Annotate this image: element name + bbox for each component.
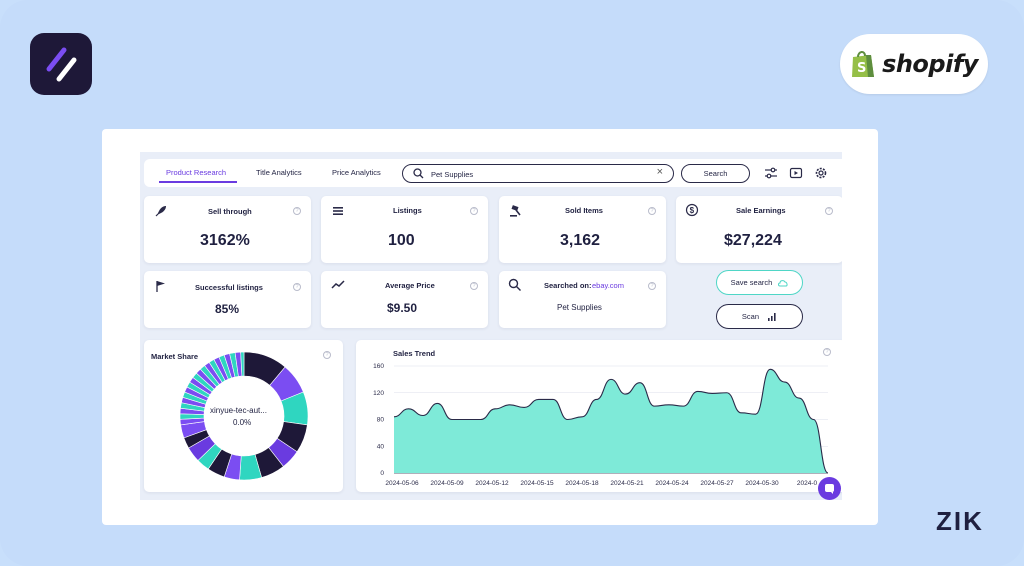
help-icon[interactable]: ? <box>293 207 301 215</box>
search-box[interactable]: × <box>402 164 674 183</box>
clear-search-icon[interactable]: × <box>656 166 663 178</box>
card-searched-on: Searched on: ebay.com ? Pet Supplies <box>499 271 666 328</box>
svg-text:S: S <box>857 61 866 76</box>
x-tick-label: 2024-05-09 <box>430 480 464 487</box>
slash-logo-icon <box>46 47 77 82</box>
dashboard: Product Research Title Analytics Price A… <box>140 152 842 500</box>
card-sold-items: Sold Items ? 3,162 <box>499 196 666 263</box>
card-market-share: Market Share ? xinyue-tec-aut... 0.0% <box>144 340 343 492</box>
chat-launcher-button[interactable] <box>818 477 841 500</box>
search-icon <box>508 278 521 291</box>
x-tick-label: 2024-05-18 <box>565 480 599 487</box>
tab-title-analytics[interactable]: Title Analytics <box>256 168 302 177</box>
listings-label: Listings <box>393 206 422 215</box>
donut-segment[interactable] <box>240 351 245 377</box>
tab-price-analytics[interactable]: Price Analytics <box>332 168 381 177</box>
dollar-coin-icon: $ <box>685 203 699 217</box>
y-tick-label: 160 <box>373 363 384 370</box>
flag-icon <box>156 281 165 292</box>
card-average-price: Average Price ? $9.50 <box>321 271 488 328</box>
active-tab-indicator <box>159 181 237 183</box>
card-successful-listings: Successful listings ? 85% <box>144 271 311 328</box>
y-tick-label: 80 <box>377 417 385 424</box>
sale-earnings-label: Sale Earnings <box>736 206 786 215</box>
market-share-donut[interactable] <box>176 348 312 484</box>
filters-icon[interactable] <box>764 166 778 180</box>
sale-earnings-value: $27,224 <box>724 232 782 249</box>
tab-product-research[interactable]: Product Research <box>166 168 227 177</box>
top-toolbar: Product Research Title Analytics Price A… <box>144 159 842 187</box>
cloud-icon <box>778 280 788 287</box>
sales-line <box>393 368 829 474</box>
card-sell-through: Sell through ? 3162% <box>144 196 311 263</box>
save-search-label: Save search <box>730 278 773 287</box>
svg-text:$: $ <box>690 206 695 215</box>
sales-trend-title: Sales Trend <box>393 349 436 358</box>
scan-label: Scan <box>741 312 759 321</box>
searched-on-site[interactable]: ebay.com <box>592 281 624 290</box>
sales-area <box>394 369 828 473</box>
search-button[interactable]: Search <box>681 164 750 183</box>
y-tick-label: 40 <box>377 443 385 450</box>
signal-bars-icon <box>768 313 776 322</box>
settings-icon[interactable] <box>814 166 828 180</box>
card-sales-trend: Sales Trend ? 0 40 80 120 160 2024-05-06 2024-… <box>356 340 842 492</box>
search-input[interactable] <box>431 168 631 180</box>
sales-trend-chart[interactable]: 0 40 80 120 160 2024-05-06 2024-05-09 2024-05-1… <box>356 340 842 492</box>
x-tick-label: 2024-05-21 <box>610 480 644 487</box>
listings-value: 100 <box>388 232 415 249</box>
help-icon[interactable]: ? <box>648 207 656 215</box>
sold-items-value: 3,162 <box>560 232 601 249</box>
list-icon <box>333 207 343 215</box>
donut-center-name: xinyue-tec-aut... <box>210 406 267 415</box>
market-share-title: Market Share <box>151 352 199 361</box>
x-tick-label: 2024-05-12 <box>475 480 509 487</box>
gavel-icon <box>510 205 521 217</box>
sell-through-label: Sell through <box>208 207 252 216</box>
y-tick-label: 120 <box>373 390 384 397</box>
rocket-icon <box>155 206 166 217</box>
donut-center-value: 0.0% <box>233 418 252 427</box>
zik-logo: ZIK <box>936 506 984 536</box>
save-search-button[interactable]: Save search <box>716 270 803 295</box>
help-icon[interactable]: ? <box>648 282 656 290</box>
x-tick-label: 2024-05-24 <box>655 480 689 487</box>
x-tick-label: 2024-05-15 <box>520 480 554 487</box>
sell-through-value: 3162% <box>200 232 250 249</box>
help-icon[interactable]: ? <box>823 348 831 356</box>
help-icon[interactable]: ? <box>323 351 331 359</box>
search-icon <box>413 168 424 179</box>
searched-on-label: Searched on: <box>544 281 592 290</box>
card-listings: Listings ? 100 <box>321 196 488 263</box>
average-price-value: $9.50 <box>387 301 418 315</box>
successful-listings-value: 85% <box>215 302 240 316</box>
searched-on-value: Pet Supplies <box>557 303 602 312</box>
average-price-label: Average Price <box>385 281 435 290</box>
x-tick-label: 2024-05-30 <box>745 480 779 487</box>
x-tick-label: 2024-0 <box>797 480 818 487</box>
y-tick-label: 0 <box>380 470 384 477</box>
app-logo <box>30 33 92 95</box>
x-tick-label: 2024-05-27 <box>700 480 734 487</box>
help-icon[interactable]: ? <box>470 282 478 290</box>
shopify-bag-icon: S <box>852 51 875 77</box>
shopify-wordmark: shopify <box>882 50 978 78</box>
help-icon[interactable]: ? <box>825 207 833 215</box>
card-sale-earnings: $ Sale Earnings ? $27,224 <box>676 196 842 263</box>
shopify-badge: S shopify <box>840 34 988 94</box>
chat-icon <box>825 484 834 494</box>
scan-button[interactable]: Scan <box>716 304 803 329</box>
help-icon[interactable]: ? <box>470 207 478 215</box>
video-icon[interactable] <box>789 166 803 180</box>
trend-icon <box>331 280 345 289</box>
successful-listings-label: Successful listings <box>195 283 263 292</box>
x-tick-label: 2024-05-06 <box>385 480 419 487</box>
help-icon[interactable]: ? <box>293 283 301 291</box>
sold-items-label: Sold Items <box>565 206 603 215</box>
